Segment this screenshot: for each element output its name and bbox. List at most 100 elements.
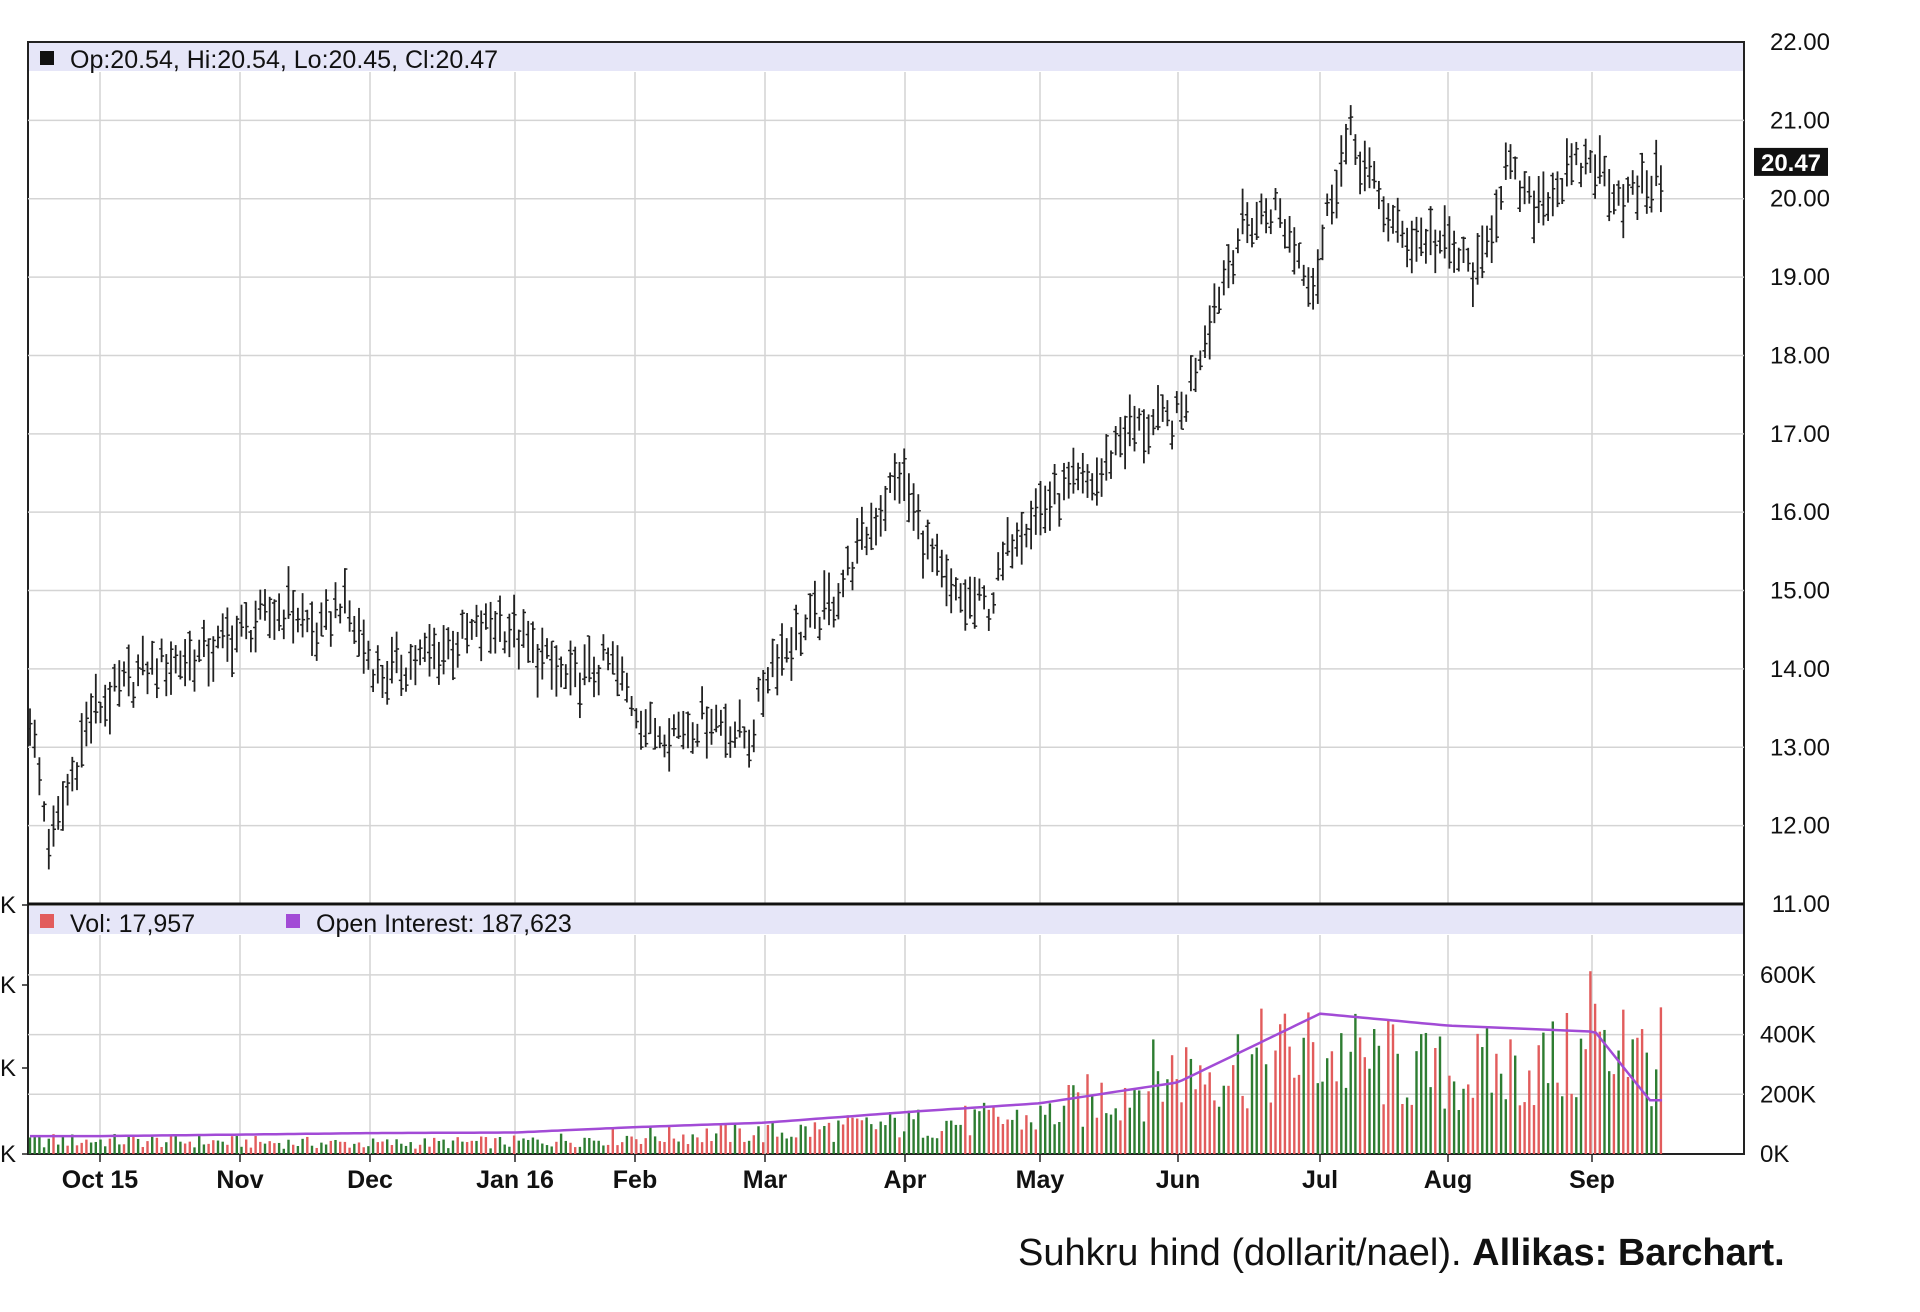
volume-left-tick-fragment: K	[0, 1055, 16, 1082]
volume-bar	[1302, 1037, 1305, 1154]
price-bar	[666, 718, 672, 772]
volume-bar	[1504, 1099, 1507, 1154]
price-bar	[295, 607, 301, 633]
volume-bar	[555, 1141, 558, 1154]
price-bar	[1324, 193, 1330, 217]
volume-left-tick-fragment: K	[0, 892, 16, 919]
price-bar	[1202, 325, 1208, 358]
price-y-tick-label: 17.00	[1770, 421, 1830, 448]
volume-bar	[47, 1138, 50, 1154]
volume-bar	[306, 1136, 309, 1154]
price-bar	[32, 719, 38, 758]
price-bar	[1094, 457, 1100, 506]
volume-bar	[193, 1147, 196, 1154]
price-bar	[774, 644, 780, 696]
volume-bar	[113, 1133, 116, 1154]
price-bar	[1005, 517, 1011, 556]
volume-bar	[1354, 1013, 1357, 1154]
price-bar	[248, 630, 254, 653]
price-bar	[629, 695, 635, 717]
volume-bar	[1452, 1081, 1456, 1154]
price-bar	[1385, 203, 1391, 242]
price-bar	[850, 561, 855, 591]
price-y-tick-label: 13.00	[1770, 734, 1830, 761]
price-panel: Op:20.54, Hi:20.54, Lo:20.45, Cl:20.47 1…	[27, 29, 1830, 918]
price-bar	[267, 596, 273, 639]
price-bar	[1653, 139, 1659, 187]
price-bar	[88, 693, 94, 744]
price-bar	[51, 805, 56, 847]
price-bar	[130, 681, 136, 708]
price-bar	[474, 604, 479, 637]
price-bar	[1258, 193, 1264, 225]
volume-bar	[1655, 1069, 1658, 1154]
price-bar	[1038, 480, 1043, 536]
volume-bar	[1081, 1126, 1084, 1154]
last-value-box	[1754, 147, 1828, 176]
volume-bar	[1011, 1119, 1014, 1154]
volume-bar	[324, 1144, 328, 1154]
price-bar	[1188, 355, 1194, 392]
price-bar	[991, 592, 996, 614]
volume-bar	[409, 1142, 412, 1154]
price-bar	[1263, 198, 1269, 234]
price-bar	[328, 611, 334, 647]
volume-bar	[334, 1139, 337, 1154]
volume-legend-swatch	[40, 914, 54, 928]
price-bar	[868, 502, 874, 551]
volume-bar	[1556, 1082, 1559, 1154]
volume-bar	[1457, 1109, 1460, 1154]
price-bar	[596, 664, 602, 696]
volume-bar	[818, 1129, 821, 1154]
volume-bar	[1326, 1058, 1329, 1154]
price-bar	[1042, 485, 1048, 534]
price-bar	[1559, 178, 1565, 205]
volume-bar	[395, 1139, 398, 1154]
price-bar	[1489, 215, 1495, 264]
volume-bar	[574, 1147, 577, 1154]
volume-bar	[559, 1133, 563, 1154]
volume-bar	[1091, 1095, 1094, 1154]
price-y-tick-label: 12.00	[1770, 813, 1830, 840]
price-bar	[563, 664, 569, 689]
volume-bar	[583, 1137, 586, 1154]
volume-bar	[1387, 1021, 1390, 1154]
last-value-label: 20.47	[1761, 150, 1821, 177]
price-bar	[1479, 225, 1485, 279]
volume-bar	[1175, 1079, 1178, 1154]
price-bar	[412, 645, 418, 686]
price-bar	[821, 570, 827, 620]
price-bar	[107, 681, 113, 735]
price-bar	[351, 615, 357, 644]
price-bar	[1493, 189, 1499, 243]
price-bar	[1508, 144, 1513, 179]
price-bar	[812, 580, 818, 629]
price-bar	[1240, 188, 1246, 235]
volume-bar	[1307, 1012, 1310, 1154]
price-bar	[60, 781, 66, 831]
price-bar	[1334, 169, 1340, 219]
price-bar	[1061, 462, 1067, 501]
price-bar	[732, 721, 738, 748]
price-bar	[271, 599, 277, 640]
price-bar	[1592, 154, 1598, 199]
price-bar	[483, 603, 489, 630]
volume-bar	[1438, 1036, 1442, 1154]
price-bar	[1310, 267, 1316, 310]
volume-bar	[1269, 1102, 1272, 1154]
volume-left-axis-fragments: K K K K	[0, 892, 28, 1168]
volume-bar	[263, 1143, 267, 1154]
price-bar	[1362, 140, 1368, 192]
volume-bar	[907, 1110, 911, 1154]
volume-bar	[921, 1137, 925, 1154]
price-bar	[1141, 409, 1147, 464]
volume-bar	[1194, 1089, 1197, 1154]
price-bar	[854, 518, 860, 564]
volume-bar	[1227, 1085, 1230, 1154]
price-bar	[676, 711, 682, 739]
price-bar	[1597, 135, 1603, 184]
caption-text: Suhkru hind (dollarit/nael).	[1018, 1232, 1462, 1274]
price-bar	[1602, 155, 1607, 187]
volume-bar	[1565, 1012, 1569, 1154]
